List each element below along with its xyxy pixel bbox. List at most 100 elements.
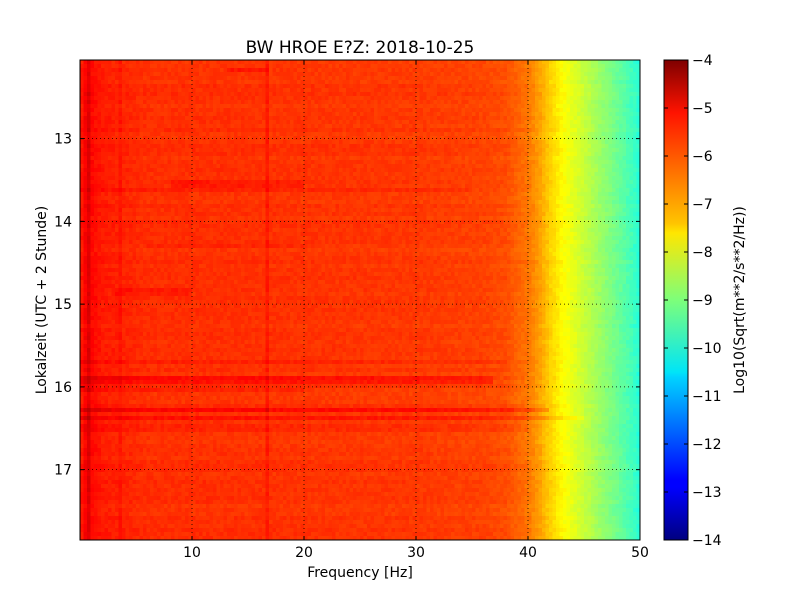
heatmap-cell	[510, 72, 515, 77]
heatmap-cell	[258, 148, 263, 153]
heatmap-cell	[458, 116, 463, 121]
heatmap-cell	[405, 76, 410, 81]
heatmap-cell	[570, 144, 575, 149]
heatmap-cell	[580, 144, 585, 149]
heatmap-cell	[573, 136, 578, 141]
heatmap-cell	[300, 60, 305, 65]
heatmap-cell	[535, 92, 540, 97]
heatmap-cell	[346, 100, 351, 105]
heatmap-cell	[402, 180, 407, 185]
heatmap-cell	[90, 124, 95, 129]
heatmap-cell	[580, 148, 585, 153]
heatmap-cell	[559, 76, 564, 81]
heatmap-cell	[437, 128, 442, 133]
heatmap-cell	[465, 112, 470, 117]
heatmap-cell	[468, 128, 473, 133]
heatmap-cell	[132, 96, 137, 101]
heatmap-cell	[181, 76, 186, 81]
heatmap-cell	[199, 140, 204, 145]
heatmap-cell	[279, 72, 284, 77]
heatmap-cell	[321, 116, 326, 121]
heatmap-cell	[612, 116, 617, 121]
heatmap-cell	[342, 64, 347, 69]
heatmap-cell	[433, 172, 438, 177]
heatmap-cell	[521, 88, 526, 93]
heatmap-cell	[220, 124, 225, 129]
heatmap-cell	[174, 160, 179, 165]
heatmap-cell	[524, 180, 529, 185]
heatmap-cell	[615, 144, 620, 149]
heatmap-cell	[440, 172, 445, 177]
heatmap-cell	[115, 184, 120, 189]
heatmap-cell	[269, 108, 274, 113]
heatmap-cell	[325, 60, 330, 65]
heatmap-cell	[251, 64, 256, 69]
heatmap-cell	[164, 88, 169, 93]
heatmap-cell	[612, 72, 617, 77]
heatmap-cell	[556, 72, 561, 77]
heatmap-cell	[556, 64, 561, 69]
heatmap-cell	[97, 80, 102, 85]
heatmap-cell	[496, 128, 501, 133]
heatmap-cell	[521, 152, 526, 157]
heatmap-cell	[563, 60, 568, 65]
heatmap-cell	[223, 104, 228, 109]
heatmap-cell	[178, 128, 183, 133]
heatmap-cell	[598, 176, 603, 181]
heatmap-cell	[377, 72, 382, 77]
heatmap-cell	[384, 124, 389, 129]
heatmap-cell	[213, 104, 218, 109]
heatmap-cell	[370, 148, 375, 153]
heatmap-cell	[129, 132, 134, 137]
heatmap-cell	[307, 72, 312, 77]
heatmap-cell	[318, 180, 323, 185]
heatmap-cell	[444, 172, 449, 177]
heatmap-cell	[339, 132, 344, 137]
heatmap-cell	[552, 164, 557, 169]
heatmap-cell	[419, 108, 424, 113]
heatmap-cell	[398, 68, 403, 73]
heatmap-cell	[314, 168, 319, 173]
heatmap-cell	[559, 160, 564, 165]
heatmap-cell	[150, 108, 155, 113]
heatmap-cell	[314, 68, 319, 73]
heatmap-cell	[181, 160, 186, 165]
heatmap-cell	[223, 120, 228, 125]
heatmap-cell	[188, 136, 193, 141]
heatmap-cell	[559, 72, 564, 77]
heatmap-cell	[297, 164, 302, 169]
heatmap-cell	[514, 148, 519, 153]
heatmap-cell	[346, 84, 351, 89]
heatmap-cell	[475, 120, 480, 125]
heatmap-cell	[444, 104, 449, 109]
heatmap-cell	[136, 80, 141, 85]
heatmap-cell	[332, 116, 337, 121]
heatmap-cell	[146, 72, 151, 77]
heatmap-cell	[573, 172, 578, 177]
heatmap-cell	[244, 160, 249, 165]
heatmap-cell	[626, 100, 631, 105]
heatmap-cell	[633, 84, 638, 89]
heatmap-cell	[605, 136, 610, 141]
heatmap-cell	[342, 132, 347, 137]
heatmap-cell	[552, 84, 557, 89]
heatmap-cell	[356, 168, 361, 173]
heatmap-cell	[97, 168, 102, 173]
heatmap-cell	[90, 128, 95, 133]
heatmap-cell	[276, 148, 281, 153]
heatmap-cell	[636, 172, 640, 177]
heatmap-cell	[405, 80, 410, 85]
heatmap-cell	[132, 136, 137, 141]
heatmap-cell	[496, 72, 501, 77]
heatmap-cell	[591, 76, 596, 81]
heatmap-cell	[181, 124, 186, 129]
heatmap-cell	[559, 104, 564, 109]
heatmap-cell	[360, 116, 365, 121]
heatmap-cell	[265, 156, 270, 161]
heatmap-cell	[209, 116, 214, 121]
heatmap-cell	[160, 148, 165, 153]
heatmap-cell	[108, 160, 113, 165]
heatmap-cell	[293, 64, 298, 69]
heatmap-cell	[528, 136, 533, 141]
heatmap-cell	[272, 132, 277, 137]
